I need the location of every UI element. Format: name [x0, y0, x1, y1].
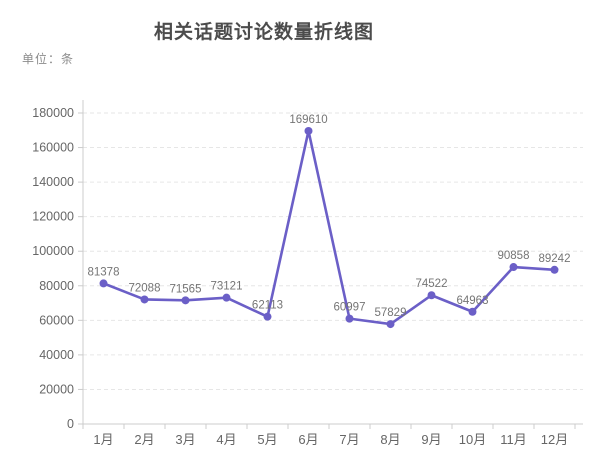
- data-point-label: 89242: [539, 253, 571, 265]
- data-point: [550, 265, 559, 274]
- data-point: [509, 263, 518, 272]
- x-axis-category-label: 7月: [339, 432, 359, 447]
- y-axis-tick-label: 140000: [32, 175, 74, 189]
- x-axis-category-label: 5月: [257, 432, 277, 447]
- series-line: [102, 129, 556, 326]
- y-axis-tick-label: 0: [67, 417, 74, 431]
- data-point: [181, 296, 190, 305]
- data-point: [99, 279, 108, 288]
- data-point: [427, 291, 436, 300]
- data-point-label: 169610: [289, 114, 327, 126]
- x-axis-category-label: 1月: [93, 432, 113, 447]
- y-axis-tick-label: 180000: [32, 106, 74, 120]
- y-axis-tick-label: 60000: [39, 313, 74, 327]
- data-point-label: 73121: [211, 281, 243, 293]
- data-point-label: 90858: [498, 250, 530, 262]
- data-point-label: 60997: [334, 302, 366, 314]
- data-point-label: 64963: [457, 295, 489, 307]
- data-point: [468, 307, 477, 316]
- data-point-label: 74522: [416, 278, 448, 290]
- data-point-label: 71565: [170, 283, 202, 295]
- data-point: [345, 314, 354, 323]
- x-axis-category-label: 10月: [459, 432, 486, 447]
- x-axis-category-label: 12月: [541, 432, 568, 447]
- y-axis-tick-label: 20000: [39, 382, 74, 396]
- y-axis-tick-label: 40000: [39, 348, 74, 362]
- x-axis-category-label: 4月: [216, 432, 236, 447]
- x-axis-category-label: 11月: [500, 432, 527, 447]
- data-point: [386, 320, 395, 329]
- data-point-label: 57829: [375, 307, 407, 319]
- y-axis-tick-label: 160000: [32, 141, 74, 155]
- data-point-label: 81378: [88, 266, 120, 278]
- data-point: [304, 126, 313, 135]
- x-axis-category-label: 8月: [380, 432, 400, 447]
- x-axis-category-label: 2月: [134, 432, 154, 447]
- y-axis-tick-label: 80000: [39, 279, 74, 293]
- data-point-label: 62113: [252, 300, 283, 312]
- x-axis-category-label: 9月: [421, 432, 441, 447]
- data-point: [263, 312, 272, 321]
- data-point: [140, 295, 149, 304]
- unit-label: 单位：条: [22, 52, 75, 66]
- x-axis-category-label: 6月: [298, 432, 318, 447]
- data-point-label: 72088: [129, 282, 161, 294]
- y-axis-tick-label: 120000: [32, 210, 74, 224]
- y-axis-tick-label: 100000: [32, 244, 74, 258]
- data-point: [222, 293, 231, 302]
- chart-title: 相关话题讨论数量折线图: [153, 22, 374, 43]
- x-axis-category-label: 3月: [175, 432, 195, 447]
